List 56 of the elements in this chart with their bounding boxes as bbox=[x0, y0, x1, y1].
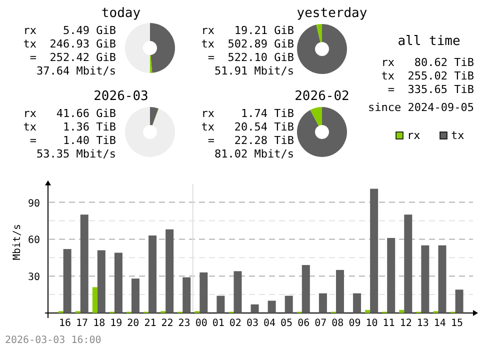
text: tx 255.02 TiB bbox=[381, 70, 474, 82]
x-tick-label: 11 bbox=[382, 318, 395, 329]
text: tx 1.36 TiB bbox=[23, 120, 116, 134]
text: tx 502.89 GiB bbox=[201, 38, 294, 50]
x-tick-label: 20 bbox=[127, 318, 140, 329]
y-tick-label: 90 bbox=[28, 198, 40, 210]
x-tick-label: 06 bbox=[298, 318, 310, 329]
text: = 522.10 GiB bbox=[208, 51, 294, 64]
text: 53.35 Mbit/s bbox=[36, 148, 116, 160]
y-tick-label: 60 bbox=[28, 235, 40, 246]
legend-label: rx bbox=[407, 129, 421, 142]
x-tick-label: 09 bbox=[348, 318, 361, 329]
text: = 22.28 TiB bbox=[208, 134, 294, 147]
x-tick-label: 10 bbox=[366, 318, 378, 329]
x-tick-label: 15 bbox=[450, 318, 464, 329]
x-tick-label: 00 bbox=[195, 318, 208, 329]
text: rx 1.74 TiB bbox=[201, 107, 294, 120]
text: 37.64 Mbit/s bbox=[36, 64, 116, 78]
x-tick-label: 12 bbox=[400, 318, 412, 329]
x-tick-label: 18 bbox=[93, 318, 106, 329]
y-axis-title: Mbit/s bbox=[12, 224, 23, 260]
text: 81.02 Mbit/s bbox=[214, 148, 294, 160]
text: rx 5.49 GiB bbox=[23, 24, 116, 37]
x-tick-label: 16 bbox=[58, 318, 72, 329]
x-tick-label: 03 bbox=[246, 318, 259, 329]
text: tx 20.54 TiB bbox=[201, 120, 294, 134]
x-tick-label: 23 bbox=[178, 318, 190, 329]
x-tick-label: 01 bbox=[212, 318, 224, 329]
y-tick-label: 30 bbox=[28, 272, 40, 284]
x-tick-label: 04 bbox=[263, 318, 276, 329]
text: 2026-03-03 16:00 bbox=[5, 335, 102, 346]
legend-label: tx bbox=[451, 129, 465, 142]
x-tick-label: 17 bbox=[76, 318, 88, 329]
text: rx 80.62 TiB bbox=[381, 56, 474, 69]
text: = 252.42 GiB bbox=[30, 51, 116, 64]
x-tick-label: 19 bbox=[110, 318, 122, 329]
text: rx 41.66 GiB bbox=[23, 107, 116, 120]
x-tick-label: 14 bbox=[434, 318, 446, 329]
chart-title: today bbox=[101, 6, 141, 21]
x-tick-label: 05 bbox=[280, 318, 293, 329]
x-tick-label: 08 bbox=[332, 318, 344, 329]
text: tx 246.93 GiB bbox=[23, 38, 116, 50]
x-tick-label: 22 bbox=[161, 318, 174, 329]
text: since 2024-09-05 bbox=[368, 101, 474, 114]
x-tick-label: 21 bbox=[144, 318, 156, 329]
text: = 335.65 TiB bbox=[388, 83, 474, 96]
text: rx 19.21 GiB bbox=[201, 24, 294, 37]
x-tick-label: 07 bbox=[314, 318, 327, 329]
chart-title: yesterday bbox=[296, 6, 368, 21]
x-tick-label: 02 bbox=[229, 318, 242, 329]
text: 51.91 Mbit/s bbox=[214, 64, 294, 78]
text: = 1.40 TiB bbox=[30, 134, 116, 147]
chart-title: 2026-03 bbox=[94, 89, 148, 104]
text: all time bbox=[398, 34, 460, 49]
chart-title: 2026-02 bbox=[294, 89, 350, 104]
x-tick-label: 13 bbox=[416, 318, 429, 329]
